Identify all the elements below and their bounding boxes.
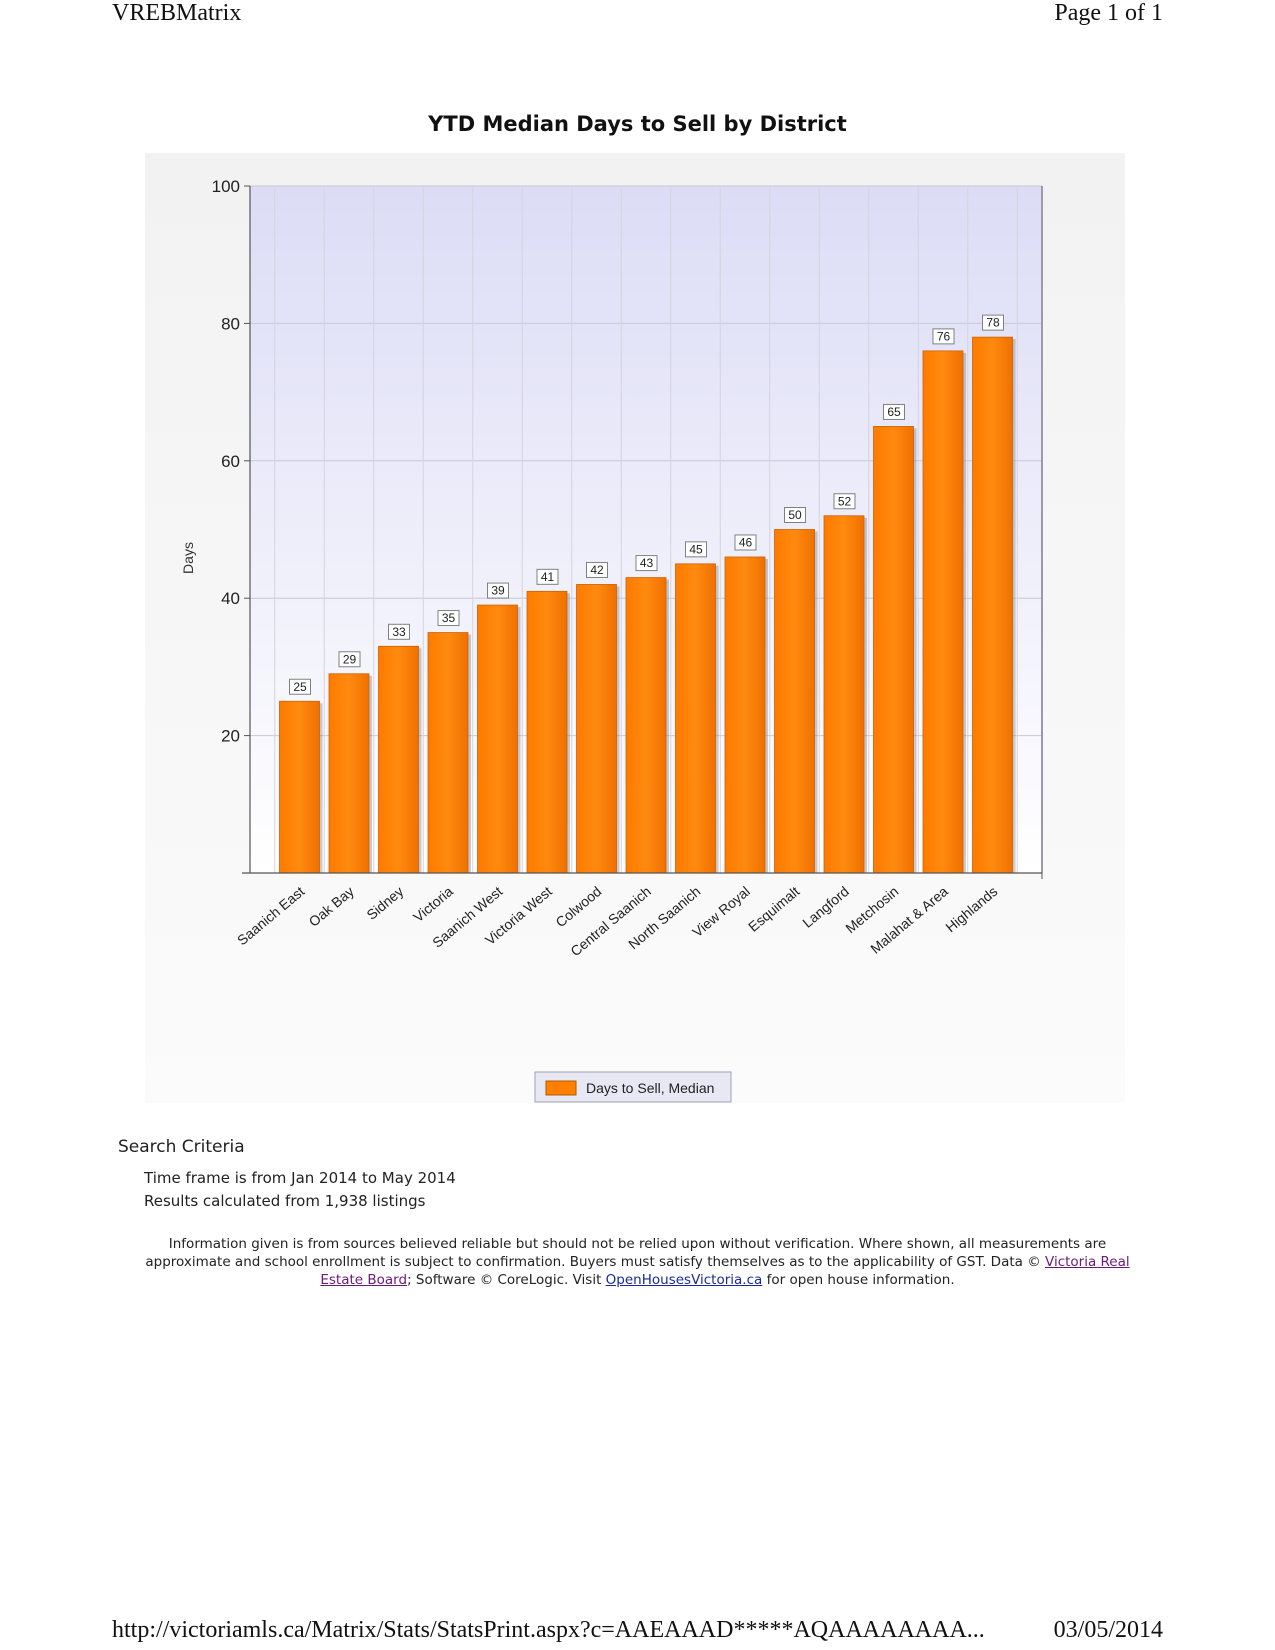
y-tick-label: 40 — [221, 589, 240, 608]
data-label-box — [883, 403, 905, 420]
bar — [972, 336, 1013, 874]
data-label: 29 — [343, 652, 357, 666]
bar — [873, 426, 914, 874]
bar — [328, 673, 370, 874]
data-label-box — [487, 582, 509, 599]
bar — [625, 577, 667, 874]
bar — [724, 556, 766, 874]
data-label: 78 — [986, 316, 1000, 330]
bar — [823, 515, 865, 874]
data-label: 33 — [392, 625, 406, 639]
bar — [378, 645, 419, 874]
chart-title: YTD Median Days to Sell by District — [428, 112, 847, 136]
disclaimer-text: Information given is from sources believ… — [145, 1236, 1107, 1270]
disclaimer: Information given is from sources believ… — [125, 1235, 1150, 1289]
data-label-box — [586, 561, 608, 578]
y-tick-label: 60 — [221, 452, 240, 471]
data-label: 42 — [590, 563, 604, 577]
criteria-results: Results calculated from 1,938 listings — [144, 1192, 426, 1210]
bar — [427, 632, 469, 874]
y-tick-label: 20 — [221, 727, 240, 746]
legend-label: Days to Sell, Median — [586, 1080, 714, 1096]
data-label-box — [685, 541, 707, 558]
data-label: 52 — [838, 494, 852, 508]
open-houses-link[interactable]: OpenHousesVictoria.ca — [605, 1272, 763, 1288]
data-label-box — [784, 507, 806, 523]
data-label: 76 — [937, 329, 951, 343]
data-label-box — [388, 623, 410, 640]
data-label: 43 — [640, 556, 654, 570]
legend: Days to Sell, Median — [534, 1071, 732, 1103]
page-info: Page 1 of 1 — [1054, 0, 1163, 26]
bar — [526, 590, 568, 874]
bar — [477, 604, 518, 874]
data-label: 41 — [541, 570, 555, 584]
data-label: 45 — [689, 542, 703, 556]
data-label-box — [982, 314, 1004, 331]
chart-container: 25 29 33 35 39 41 42 43 45 46 50 52 65 76 78 Saanich E… — [145, 153, 1125, 1103]
bar — [279, 700, 320, 874]
data-label: 35 — [442, 611, 456, 625]
data-label-box — [338, 651, 361, 668]
vreb-link[interactable]: Victoria Real Estate Board — [320, 1254, 1130, 1288]
y-tick-label: 80 — [221, 314, 240, 333]
bar — [774, 529, 815, 874]
criteria-heading: Search Criteria — [118, 1137, 245, 1157]
disclaimer-text-end: for open house information. — [762, 1272, 955, 1288]
bar — [922, 350, 964, 874]
data-label: 46 — [739, 535, 753, 549]
app-name: VREBMatrix — [112, 0, 242, 26]
legend-swatch — [545, 1080, 577, 1096]
data-label-box — [289, 678, 311, 695]
data-label-box — [932, 328, 955, 345]
search-criteria: Search Criteria Time frame is from Jan 2… — [118, 1137, 456, 1213]
data-label: 50 — [788, 508, 802, 522]
criteria-time-frame: Time frame is from Jan 2014 to May 2014 — [144, 1169, 456, 1187]
bar — [576, 584, 617, 874]
data-label-box — [833, 493, 856, 510]
data-label: 25 — [293, 680, 307, 694]
y-axis-label: Days — [180, 542, 196, 574]
page-url: http://victoriamls.ca/Matrix/Stats/Stats… — [112, 1617, 985, 1643]
data-label-box — [536, 568, 559, 585]
data-label: 65 — [887, 405, 901, 419]
disclaimer-text-software: ; Software © CoreLogic. Visit — [407, 1272, 606, 1288]
data-label-box — [734, 534, 757, 551]
data-label-box — [635, 555, 658, 572]
data-label-box — [437, 610, 460, 627]
print-date: 03/05/2014 — [1053, 1617, 1163, 1643]
y-tick-label: 100 — [212, 177, 240, 196]
data-label: 39 — [491, 584, 505, 598]
bar — [675, 563, 716, 874]
print-header: VREBMatrix Page 1 of 1 — [112, 0, 1163, 40]
